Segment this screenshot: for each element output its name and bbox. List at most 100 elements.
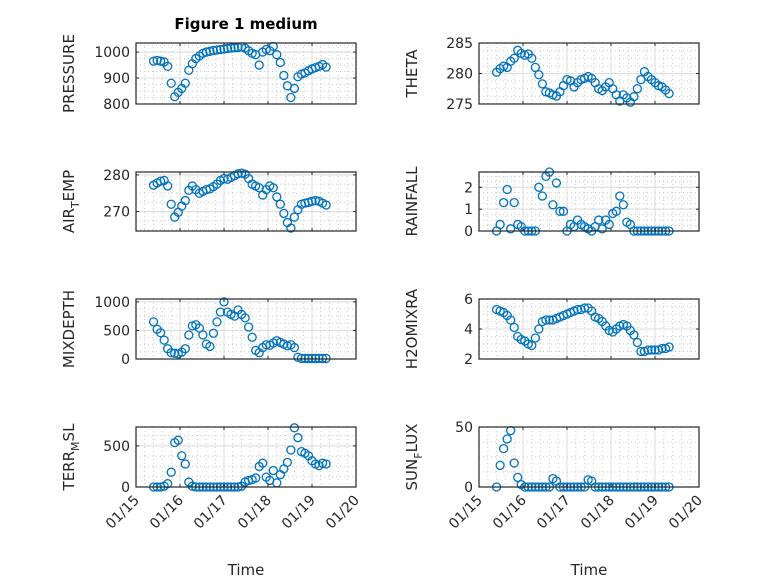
data-point [498, 443, 509, 454]
x-tick-label: 01/17 [191, 493, 231, 533]
data-point [664, 88, 674, 99]
data-point [629, 92, 639, 102]
y-tick-label: 1 [464, 202, 473, 218]
x-tick-label: 01/20 [666, 493, 706, 533]
data-point [527, 340, 537, 351]
x-tick-label: 01/18 [578, 493, 618, 533]
y-tick-label: 280 [446, 67, 473, 83]
x-tick-label: 01/15 [446, 493, 486, 533]
data-point [184, 330, 194, 340]
data-point [152, 55, 162, 66]
data-point [180, 195, 190, 206]
data-point [258, 458, 268, 468]
data-point [495, 219, 505, 230]
subplot-theta: 275 280 285 THETA [403, 36, 700, 113]
x-tick-label: 01/19 [622, 493, 662, 533]
data-point [205, 46, 215, 56]
y-tick-label: 500 [103, 323, 130, 339]
axes-box [135, 42, 357, 105]
data-point [289, 83, 300, 94]
data-point [604, 219, 614, 230]
subplot-air-temp: 270 280 AIRTEMP [60, 168, 357, 233]
y-axis-label: MIXDEPTH [60, 290, 78, 368]
y-tick-label: 275 [446, 97, 473, 113]
x-tick-label: 01/18 [235, 493, 275, 533]
data-point [506, 224, 516, 234]
data-point [502, 434, 512, 444]
data-point [289, 342, 300, 353]
data-point [275, 199, 285, 209]
data-point [289, 212, 300, 222]
data-point [513, 472, 523, 483]
data-point [572, 304, 583, 315]
data-point [537, 191, 548, 201]
subplot-pressure: 800 900 1000 PRESSURE [60, 34, 357, 113]
data-point [541, 315, 551, 325]
data-point [611, 206, 621, 216]
data-point [615, 191, 625, 201]
data-point [187, 481, 197, 491]
x-tick-label: 01/19 [279, 493, 319, 533]
data-point [643, 345, 653, 355]
data-point [293, 433, 303, 443]
data-point [163, 181, 173, 191]
data-point [594, 215, 604, 225]
data-point [180, 459, 190, 469]
data-point [530, 333, 540, 343]
data-point [268, 41, 278, 52]
data-point [180, 78, 190, 88]
data-point [159, 335, 169, 345]
y-axis-label: H2OMIXRA [403, 288, 421, 369]
data-point [272, 192, 282, 202]
y-tick-label: 1000 [94, 45, 130, 61]
data-point [548, 200, 558, 210]
data-point [509, 197, 519, 208]
axes-box [478, 426, 700, 488]
data-point [632, 84, 643, 94]
data-point [530, 62, 540, 73]
data-point [282, 457, 293, 467]
data-point [268, 183, 278, 193]
data-point [279, 208, 289, 219]
x-tick-label: 01/16 [490, 492, 530, 532]
x-tick-label: 01/15 [103, 493, 143, 533]
data-point [646, 345, 657, 355]
data-point [618, 200, 628, 210]
data-point [534, 70, 544, 80]
data-point [163, 479, 173, 489]
data-point [555, 206, 565, 216]
data-point [163, 61, 173, 72]
data-point [534, 324, 544, 334]
y-tick-label: 50 [455, 420, 473, 436]
y-tick-label: 280 [103, 168, 130, 184]
figure-title: Figure 1 medium [174, 15, 317, 33]
x-tick-label: 01/16 [147, 492, 187, 532]
data-point [321, 200, 331, 210]
data-point [544, 315, 555, 325]
y-tick-label: 6 [464, 292, 473, 308]
subplot-mixdepth: 0 500 1000 MIXDEPTH [60, 290, 357, 368]
data-point [254, 60, 264, 70]
data-point [537, 79, 548, 89]
data-point [212, 317, 222, 327]
data-point [215, 44, 226, 55]
y-axis-label: RAINFALL [403, 166, 421, 237]
x-axis-label: Time [227, 561, 265, 579]
axes-box [135, 171, 357, 232]
data-point [495, 460, 505, 471]
data-point [219, 297, 229, 307]
y-tick-label: 4 [464, 322, 473, 338]
data-point [261, 340, 271, 350]
data-point [502, 184, 512, 195]
data-point [509, 322, 519, 333]
y-tick-label: 2 [464, 352, 473, 368]
data-point [321, 459, 331, 469]
data-point [629, 330, 639, 340]
y-tick-label: 1000 [94, 295, 130, 311]
data-point [166, 78, 176, 88]
data-point [205, 341, 215, 352]
y-tick-label: 500 [103, 439, 130, 455]
data-point [212, 45, 222, 55]
data-point [321, 62, 331, 72]
